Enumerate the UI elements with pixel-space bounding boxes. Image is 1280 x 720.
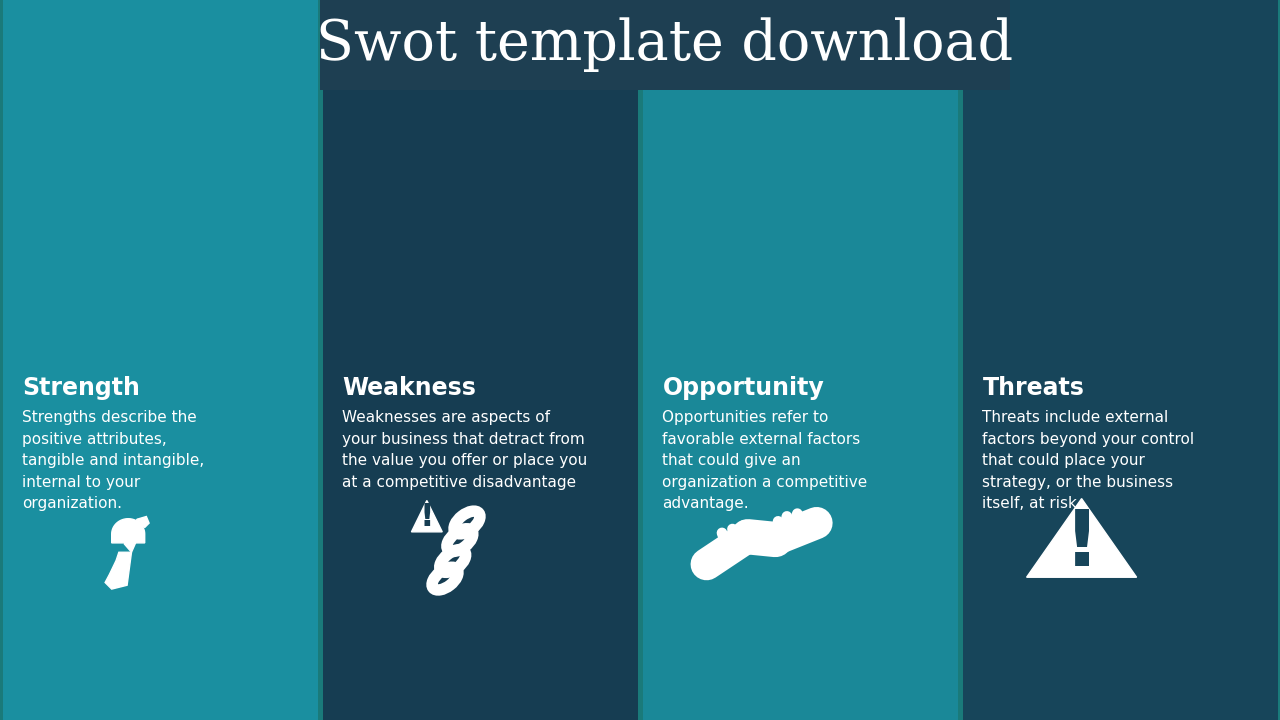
Text: Weakness: Weakness	[343, 376, 476, 400]
Bar	[320, 0, 1010, 90]
Bar	[963, 0, 1277, 720]
Polygon shape	[411, 500, 443, 532]
Text: Swot template download: Swot template download	[316, 18, 1014, 72]
Text: Threats: Threats	[983, 376, 1084, 400]
Text: Opportunities refer to
favorable external factors
that could give an
organizatio: Opportunities refer to favorable externa…	[663, 410, 868, 511]
Polygon shape	[1027, 498, 1137, 577]
Polygon shape	[111, 518, 145, 543]
Text: Threats include external
factors beyond your control
that could place your
strat: Threats include external factors beyond …	[983, 410, 1194, 511]
Text: Weaknesses are aspects of
your business that detract from
the value you offer or: Weaknesses are aspects of your business …	[343, 410, 588, 490]
Polygon shape	[105, 552, 132, 589]
Text: Strength: Strength	[23, 376, 141, 400]
Text: Opportunity: Opportunity	[663, 376, 824, 400]
Polygon shape	[124, 519, 143, 552]
Text: Strengths describe the
positive attributes,
tangible and intangible,
internal to: Strengths describe the positive attribut…	[23, 410, 205, 511]
Bar	[323, 0, 637, 720]
Bar	[3, 0, 317, 720]
Polygon shape	[137, 516, 148, 528]
Bar	[643, 0, 957, 720]
Text: !: !	[1064, 506, 1100, 582]
Text: !: !	[420, 502, 434, 533]
